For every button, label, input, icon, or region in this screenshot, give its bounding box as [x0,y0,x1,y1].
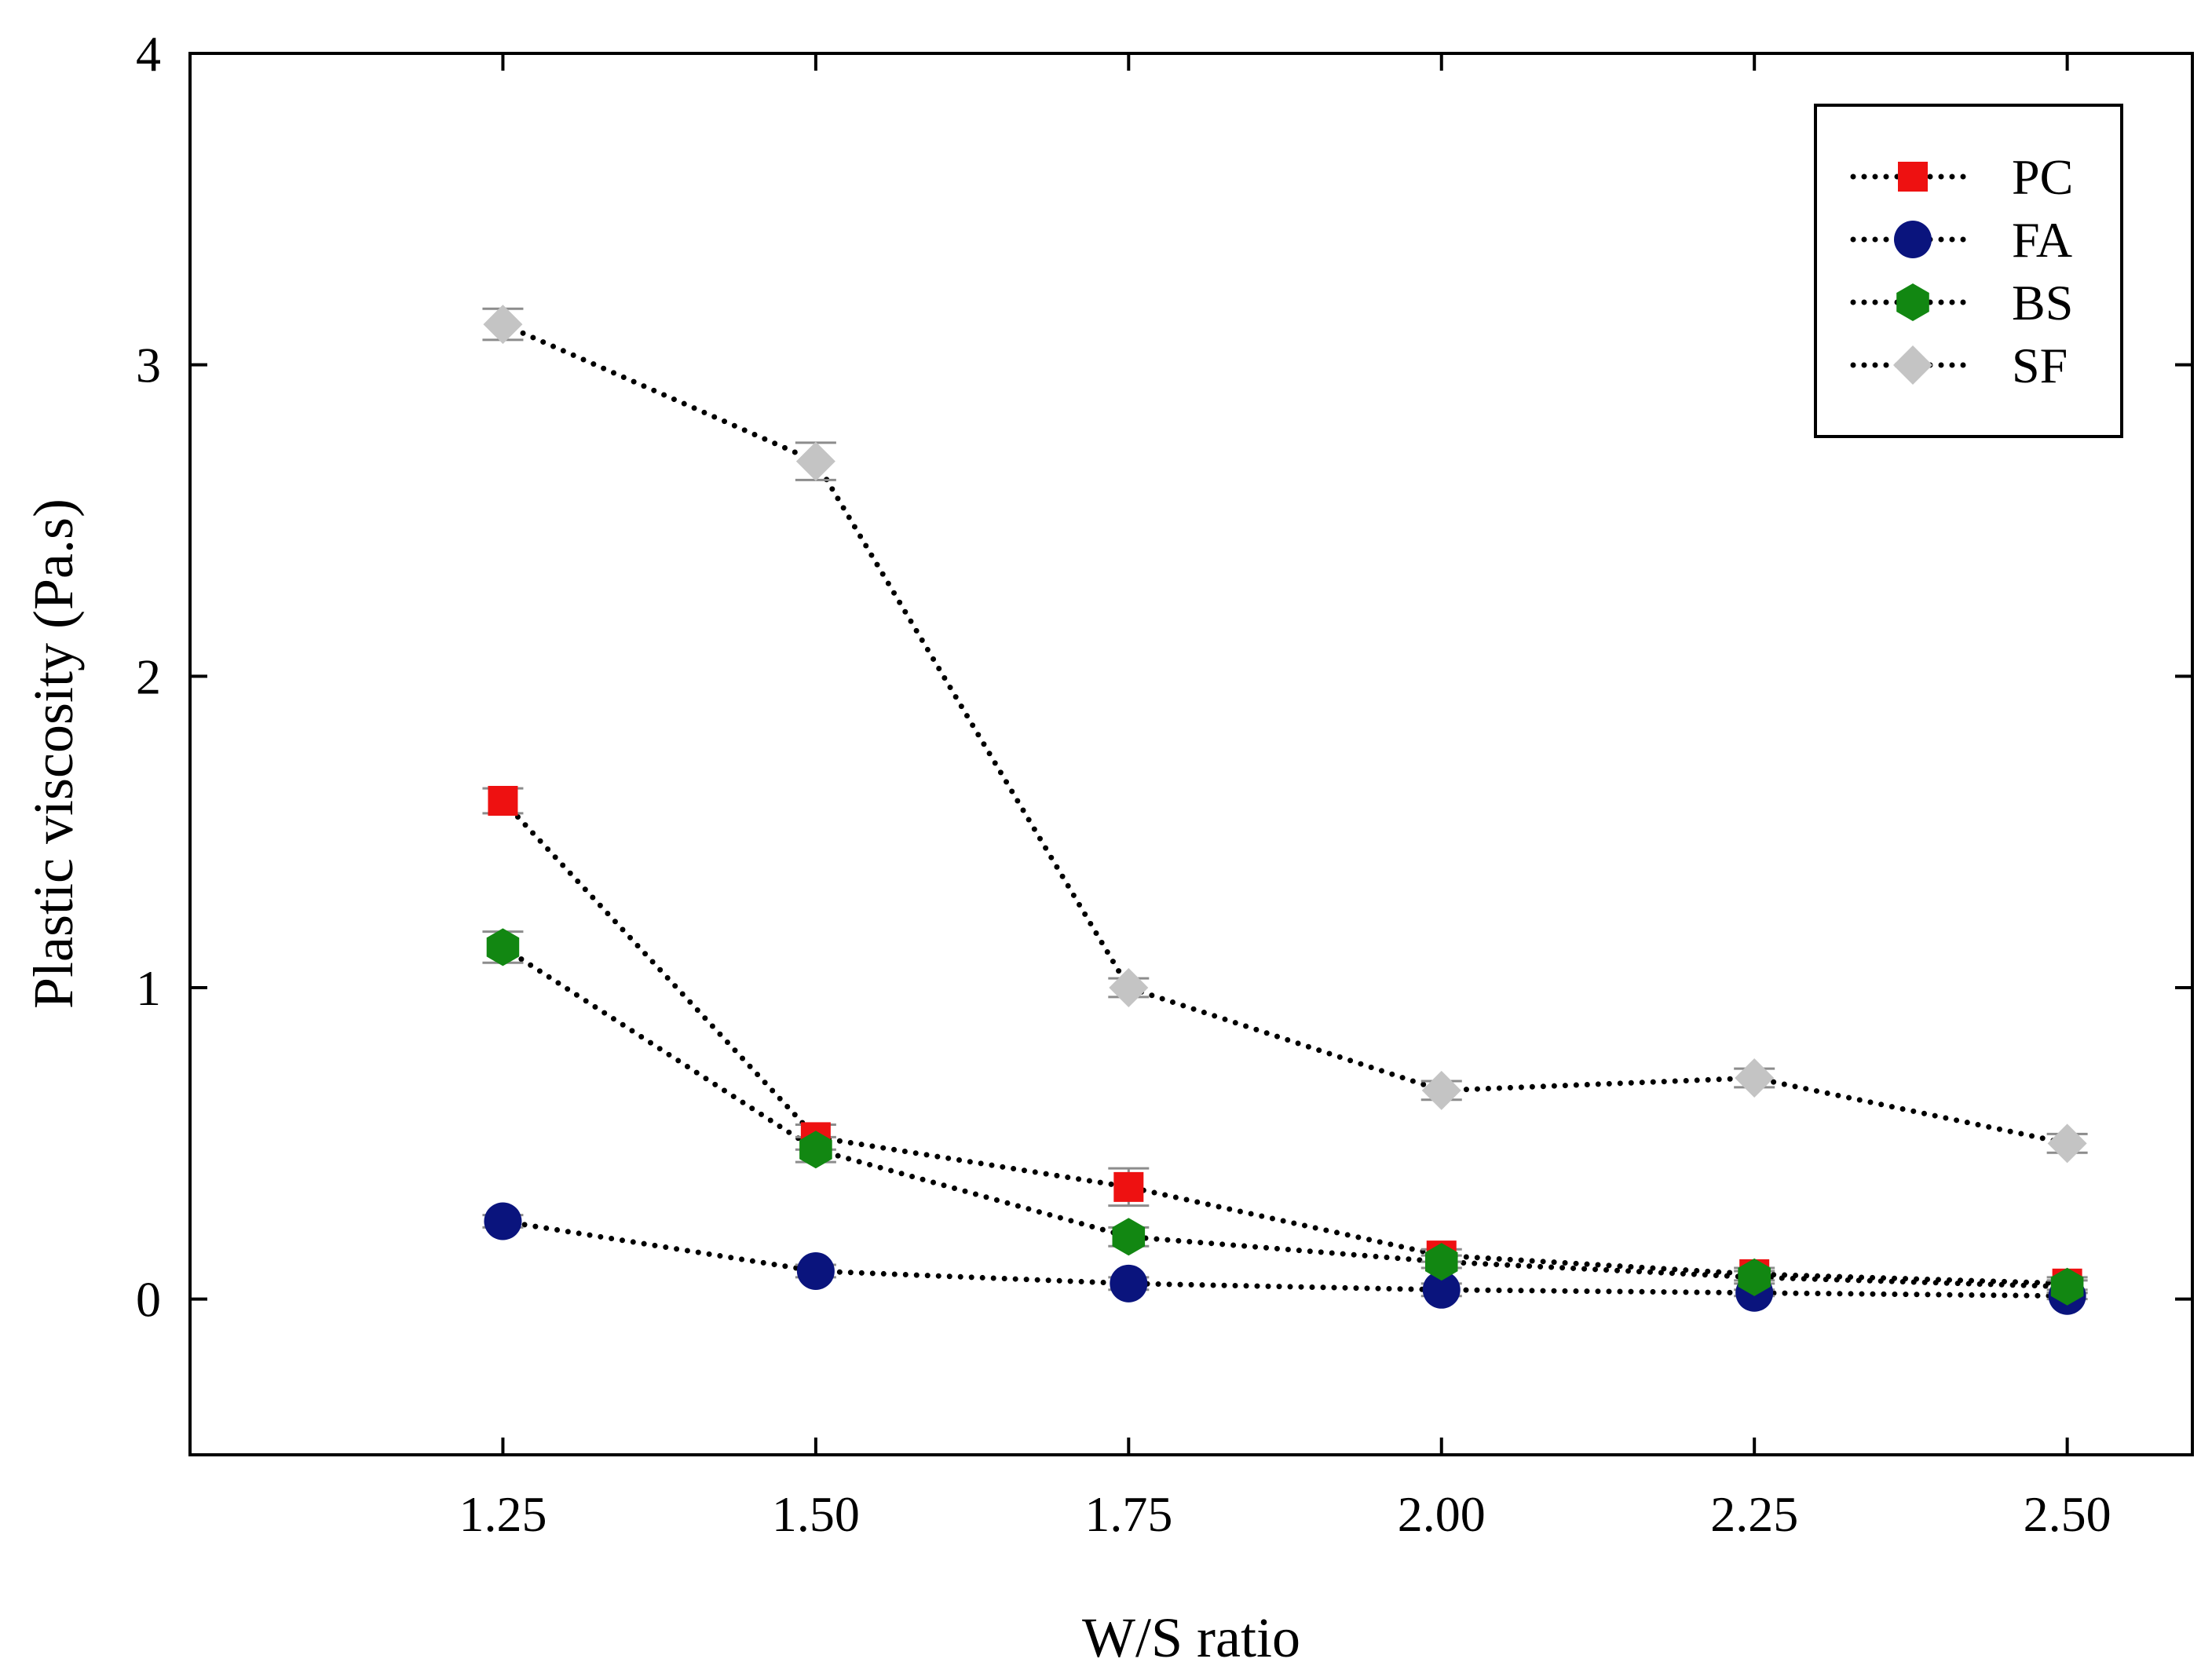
y-axis: 0 1 2 3 4 [136,26,2192,1328]
legend-marker-pc [1898,162,1928,192]
data-point-bs [486,928,520,966]
data-point-sf [1421,1070,1461,1110]
x-tick-label: 2.00 [1398,1486,1486,1542]
data-point-sf [795,441,835,481]
data-point-fa [1110,1264,1148,1303]
legend-label-sf: SF [2012,338,2068,393]
series-lines [499,321,2071,1299]
legend-box [1814,104,2123,438]
data-point-bs [1112,1218,1146,1256]
y-axis-title: Plastic viscosity (Pa.s) [22,499,85,1009]
data-point-bs [2050,1267,2084,1306]
x-tick-label: 1.75 [1084,1486,1172,1542]
data-point-fa [796,1251,835,1290]
data-point-pc [488,786,518,816]
error-bars [482,307,2088,1301]
x-tick-label: 2.25 [1710,1486,1798,1542]
data-point-fa [1422,1270,1461,1309]
data-point-sf [2047,1123,2087,1164]
series-line-sf [499,321,2071,1146]
legend-marker-sf [1893,345,1932,385]
plot-frame [188,52,2194,1456]
y-tick-label: 0 [136,1272,161,1328]
data-point-sf [1735,1058,1775,1098]
y-tick-label: 3 [136,338,161,393]
data-point-bs [799,1131,832,1169]
data-point-pc [1113,1171,1144,1202]
y-tick-label: 2 [136,649,161,704]
x-tick-label: 1.25 [459,1486,547,1542]
data-point-bs [1425,1243,1458,1281]
x-axis: 1.25 1.50 1.75 2.00 2.25 2.50 [459,53,2111,1542]
series-line-fa [499,1218,2071,1299]
x-tick-label: 1.50 [772,1486,860,1542]
legend-label-fa: FA [2012,212,2072,268]
x-tick-label: 2.50 [2024,1486,2111,1542]
data-point-sf [483,305,523,345]
series-line-pc [499,798,2071,1287]
legend: PC FA BS SF [1814,104,2123,438]
y-tick-label: 4 [136,26,161,82]
series-line-bs [499,944,2071,1290]
x-axis-title: W/S ratio [1082,1606,1300,1669]
data-point-fa [484,1202,522,1240]
data-point-bs [1738,1258,1771,1296]
legend-marker-fa [1894,221,1932,258]
y-tick-label: 1 [136,960,161,1016]
legend-label-pc: PC [2012,149,2073,205]
legend-marker-bs [1896,283,1929,321]
legend-label-bs: BS [2012,275,2073,331]
markers [483,305,2087,1315]
data-point-sf [1109,968,1149,1007]
